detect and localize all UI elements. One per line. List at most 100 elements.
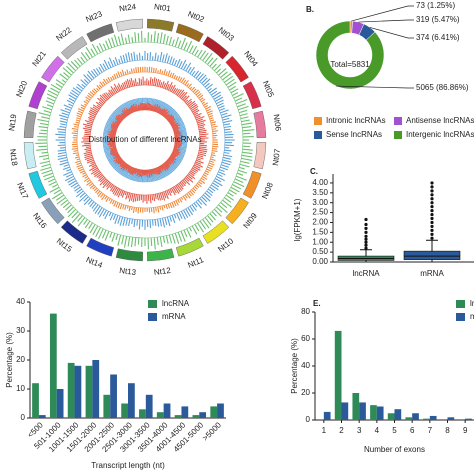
track-bar (109, 184, 114, 189)
track-bar (109, 148, 117, 153)
track-bar (107, 119, 114, 123)
track-bar (156, 218, 160, 227)
track-bar (190, 104, 198, 110)
track-bar (61, 112, 70, 116)
track-bar (192, 88, 197, 93)
bar (387, 413, 395, 420)
track-bar (76, 162, 82, 166)
track-bar (91, 167, 98, 172)
chromosome (115, 18, 143, 32)
track-bar (75, 154, 79, 156)
track-bar (120, 162, 126, 168)
bar (192, 415, 200, 418)
track-bar (110, 149, 117, 153)
track-bar (234, 178, 244, 183)
y-tick-label: 2.00 (312, 218, 328, 227)
track-bar (222, 199, 232, 208)
track-bar (99, 177, 106, 183)
track-bar (165, 161, 171, 167)
track-bar (69, 92, 78, 98)
track-bar (158, 108, 163, 114)
bar (412, 413, 419, 420)
track-bar (76, 114, 82, 118)
track-bar (106, 183, 112, 190)
track-bar (36, 148, 48, 151)
track-bar (152, 207, 155, 214)
track-bar (209, 213, 216, 221)
track-bar (75, 160, 81, 164)
track-bar (113, 34, 119, 47)
track-bar (127, 236, 131, 247)
track-bar (206, 83, 213, 90)
track-bar (173, 201, 177, 207)
track-bar (96, 104, 101, 109)
track-bar (124, 205, 127, 210)
track-bar (185, 175, 194, 183)
legend-label: Antisense lncRNAs (406, 116, 474, 125)
track-bar (109, 185, 115, 192)
track-bar (173, 128, 179, 132)
track-bar (115, 202, 119, 208)
y-tick-label: 0 (306, 415, 311, 424)
track-bar (59, 73, 68, 81)
track-bar (136, 174, 139, 182)
track-bar (189, 227, 192, 232)
track-bar (79, 194, 88, 203)
track-bar (187, 100, 193, 106)
track-bar (229, 189, 237, 195)
track-bar (136, 169, 139, 177)
track-bar (205, 105, 212, 110)
track-bar (57, 151, 67, 155)
track-bar (182, 195, 187, 201)
track-bar (77, 110, 83, 114)
track-bar (90, 48, 96, 56)
track-bar (227, 81, 237, 88)
track-bar (204, 192, 211, 199)
track-bar (167, 168, 172, 174)
track-bar (83, 100, 88, 105)
track-bar (202, 218, 210, 229)
track-bar (185, 62, 192, 72)
legend-label: lncRNA (162, 299, 190, 308)
track-bar (110, 132, 116, 135)
legend-swatch (456, 300, 465, 308)
track-bar (108, 142, 116, 144)
track-bar (136, 168, 139, 173)
track-bar (157, 70, 159, 74)
track-bar (162, 163, 167, 170)
track-bar (129, 167, 134, 175)
bar (394, 409, 402, 420)
y-tick-label: 1.00 (312, 237, 328, 246)
track-bar (149, 194, 152, 204)
track-bar (111, 37, 116, 47)
track-bar (179, 77, 183, 82)
track-bar (151, 169, 154, 174)
track-bar (114, 120, 120, 125)
track-bar (41, 169, 52, 175)
bar (145, 394, 153, 418)
track-bar (116, 166, 122, 172)
track-bar (173, 130, 181, 134)
track-bar (178, 126, 186, 130)
track-bar (76, 158, 80, 161)
track-bar (187, 66, 192, 73)
track-bar (83, 78, 89, 84)
track-bar (110, 144, 116, 147)
track-bar (90, 169, 99, 175)
track-bar (198, 126, 205, 129)
outlier (364, 243, 368, 247)
track-bar (67, 178, 76, 183)
track-bar (189, 102, 196, 109)
track-bar (117, 234, 122, 246)
track-bar (148, 169, 151, 178)
track-bar (199, 146, 207, 149)
track-bar (56, 194, 65, 201)
track-bar (166, 108, 174, 116)
track-bar (133, 68, 135, 73)
track-bar (84, 129, 91, 132)
track-bar (119, 160, 124, 165)
track-bar (219, 168, 225, 172)
track-bar (210, 184, 219, 191)
track-bar (174, 142, 183, 145)
track-bar (209, 57, 218, 67)
